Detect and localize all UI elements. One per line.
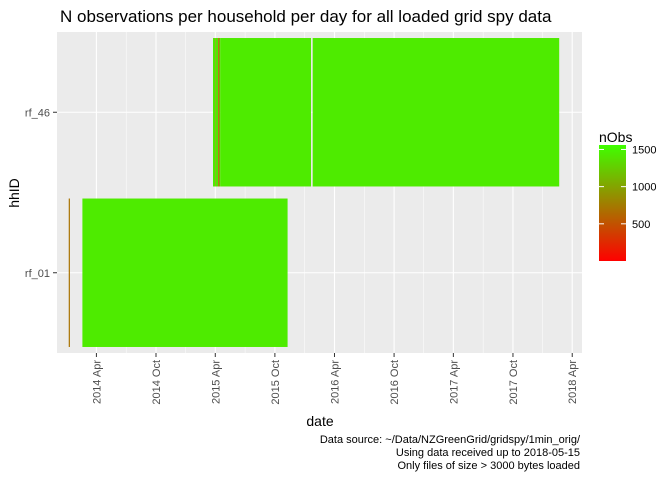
heat-tile (220, 38, 312, 187)
x-tick-label: 2018 Apr (567, 360, 579, 404)
x-axis: 2014 Apr 2014 Oct 2015 Apr 2015 Oct 2016 Apr… (91, 353, 579, 405)
x-tick-label: 2017 Oct (508, 360, 520, 405)
legend-title: nObs (599, 129, 632, 145)
caption-line-3: Only files of size > 3000 bytes loaded (397, 460, 580, 472)
x-tick-label: 2016 Apr (329, 360, 341, 404)
x-tick-label: 2016 Oct (389, 360, 401, 405)
y-axis: rf_01 rf_46 (25, 107, 57, 280)
heat-tile (215, 38, 219, 187)
legend-tick-label: 500 (632, 219, 650, 231)
y-axis-title: hhID (6, 178, 22, 208)
caption-line-2: Using data received up to 2018-05-15 (396, 447, 580, 459)
x-tick-label: 2017 Apr (448, 360, 460, 404)
heat-tile (218, 38, 220, 187)
x-tick-label: 2014 Oct (151, 360, 163, 405)
legend-tick-label: 1500 (632, 144, 656, 156)
tiles (68, 38, 560, 347)
legend: nObs 500 1000 1500 (599, 129, 656, 261)
legend-colorbar (599, 145, 626, 261)
heat-tile (312, 38, 560, 187)
x-tick-label: 2015 Oct (270, 360, 282, 405)
chart-title: N observations per household per day for… (60, 7, 552, 26)
y-tick-label: rf_46 (25, 107, 50, 119)
legend-ticks: 500 1000 1500 (599, 144, 656, 231)
legend-tick-label: 1000 (632, 182, 656, 194)
heat-tile (82, 198, 288, 347)
heat-tile (215, 38, 217, 187)
heat-tile (68, 198, 70, 347)
x-tick-label: 2015 Apr (210, 360, 222, 404)
caption-line-1: Data source: ~/Data/NZGreenGrid/gridspy/… (320, 434, 581, 446)
caption: Data source: ~/Data/NZGreenGrid/gridspy/… (320, 434, 581, 472)
heat-tile (218, 38, 221, 187)
x-tick-label: 2014 Apr (91, 360, 103, 404)
y-tick-label: rf_01 (25, 268, 50, 280)
heat-tile (213, 38, 216, 187)
x-axis-title: date (306, 413, 333, 429)
